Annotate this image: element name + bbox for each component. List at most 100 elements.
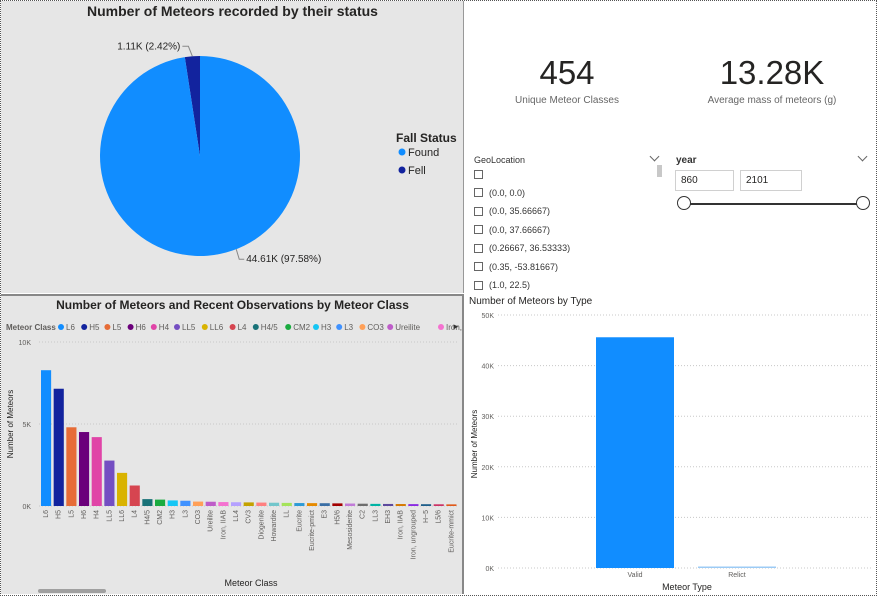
legend-label: H6: [136, 323, 147, 332]
bar: [41, 370, 52, 506]
legend-label: H5: [89, 323, 100, 332]
x-tick-label: Diogenite: [258, 510, 265, 540]
bar: [129, 485, 140, 506]
bar-relict: [698, 566, 776, 568]
geolocation-item[interactable]: (0.0, 35.66667): [474, 204, 550, 218]
legend-marker: [104, 324, 111, 330]
type-chart-title: Number of Meteors by Type: [469, 296, 593, 307]
legend-marker: [313, 324, 319, 330]
bar: [421, 504, 432, 506]
pie-leader-line: [235, 249, 245, 260]
checkbox[interactable]: [474, 280, 483, 290]
kpi-average-mass-value: 13.28K: [719, 54, 825, 91]
y-tick-label: 50K: [482, 313, 495, 320]
x-tick-label: Howardite: [271, 510, 278, 542]
checkbox[interactable]: [474, 188, 483, 197]
pie-slice-fell: [184, 56, 200, 156]
geolocation-slicer-scrollbar[interactable]: [657, 165, 662, 177]
pie-legend-title: Fall Status: [396, 131, 457, 145]
year-max-input[interactable]: 2101: [740, 170, 802, 191]
geolocation-item[interactable]: (1.0, 22.5): [474, 278, 530, 292]
legend-marker: [174, 324, 180, 330]
bar: [370, 503, 381, 506]
kpi-average-mass-label: Average mass of meteors (g): [707, 95, 837, 106]
x-tick-label: L4: [132, 510, 139, 518]
bar: [294, 503, 305, 506]
y-tick-label: 20K: [482, 465, 495, 472]
bar: [357, 503, 368, 506]
bar: [231, 502, 242, 506]
meteor-type-bar-visual[interactable]: Number of Meteors by Type 0K 10K 20K 30K 40K…: [466, 294, 876, 594]
bar: [433, 504, 444, 506]
legend-label: H3: [321, 323, 332, 332]
x-tick-label: Ureilite: [208, 510, 215, 532]
bar: [408, 504, 419, 506]
geolocation-item[interactable]: (0.35, -53.81667): [474, 260, 558, 274]
bar: [281, 502, 292, 506]
x-tick-label: EH3: [385, 510, 392, 524]
legend-label-fell: Fell: [408, 165, 426, 177]
geolocation-item[interactable]: (0.0, 37.66667): [474, 223, 550, 237]
checkbox[interactable]: [474, 225, 483, 234]
checkbox[interactable]: [474, 243, 483, 253]
legend-label: H4: [159, 323, 170, 332]
bar: [91, 437, 102, 506]
x-tick-label: LL3: [372, 510, 379, 522]
kpi-unique-classes-value: 454: [539, 54, 595, 91]
geolocation-item[interactable]: (0.26667, 36.53333): [474, 241, 570, 255]
meteor-class-bar-visual[interactable]: Number of Meteors and Recent Observation…: [1, 294, 464, 594]
y-axis-title: Number of Meteors: [6, 390, 15, 458]
bar: [104, 460, 115, 506]
legend-label: LL6: [210, 323, 224, 332]
geolocation-item-label: (0.26667, 36.53333): [489, 243, 571, 253]
fall-status-pie-visual[interactable]: Number of Meteors recorded by their stat…: [1, 1, 464, 293]
legend-marker: [201, 324, 208, 330]
bar: [117, 472, 128, 506]
geolocation-slicer-header: GeoLocation: [474, 155, 526, 165]
checkbox[interactable]: [474, 169, 483, 179]
bar: [332, 503, 343, 506]
pie-data-label-fell: 1.11K (2.42%): [117, 41, 180, 52]
x-tick-label: Iron, IIAB: [220, 510, 227, 540]
pie-chart-svg: 1.11K (2.42%) 44.61K (97.58%) Fall Status F…: [100, 41, 457, 265]
x-tick-label: H~5: [423, 510, 430, 523]
x-tick-label: L5/6: [436, 510, 443, 524]
legend-marker: [150, 324, 157, 330]
y-tick-label: 5K: [22, 422, 31, 429]
class-chart-horizontal-scrollbar[interactable]: [38, 589, 106, 593]
year-slider-min-handle[interactable]: [677, 196, 691, 210]
y-tick-label: 0K: [485, 566, 494, 573]
x-tick-label: Valid: [627, 572, 642, 579]
geolocation-item-label: (1.0, 22.5): [489, 280, 531, 290]
year-slider-track[interactable]: [684, 203, 864, 205]
checkbox[interactable]: [474, 206, 483, 216]
legend-label: L6: [66, 323, 75, 332]
x-tick-label: Iron, IIAB: [398, 510, 405, 540]
x-tick-label: LL: [284, 510, 291, 518]
y-tick-label: 30K: [482, 414, 495, 421]
bar: [345, 503, 356, 506]
y-axis-title: Number of Meteors: [470, 410, 479, 478]
legend-label: L3: [344, 323, 353, 332]
geolocation-item[interactable]: [474, 167, 489, 181]
bar: [218, 502, 229, 506]
x-tick-label: L5: [68, 510, 75, 518]
geolocation-item-label: (0.35, -53.81667): [489, 261, 559, 272]
x-axis-title: Meteor Type: [662, 582, 712, 592]
bar: [269, 502, 280, 506]
x-tick-label: CM2: [157, 510, 164, 525]
year-min-input[interactable]: 860: [675, 170, 734, 191]
legend-marker: [81, 324, 88, 330]
legend-label: H4/5: [261, 323, 278, 332]
year-slider-max-handle[interactable]: [856, 196, 870, 210]
checkbox[interactable]: [474, 262, 483, 271]
legend-label: CM2: [293, 323, 310, 332]
pie-data-label-found: 44.61K (97.58%): [246, 254, 321, 265]
class-chart-title: Number of Meteors and Recent Observation…: [56, 298, 409, 312]
x-axis-title: Meteor Class: [224, 578, 278, 588]
pie-slice-found: [100, 56, 300, 256]
legend-next-arrow-icon: ►: [452, 322, 460, 331]
geolocation-item[interactable]: (0.0, 0.0): [474, 186, 525, 200]
bar: [155, 499, 166, 506]
x-tick-label: Iron, ungrouped: [410, 510, 417, 560]
